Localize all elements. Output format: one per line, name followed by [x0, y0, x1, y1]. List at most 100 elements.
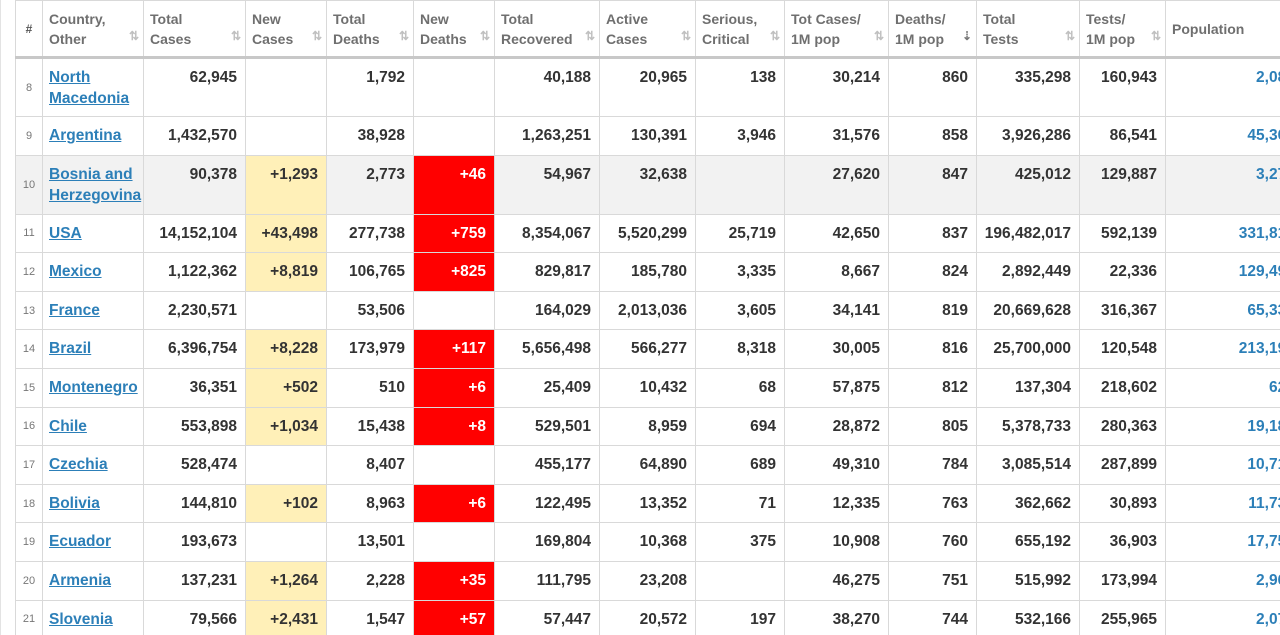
country-link[interactable]: Brazil [49, 340, 92, 358]
header-tests-per-1m-label: Tests/ 1M pop [1086, 10, 1135, 47]
header-total-deaths[interactable]: Total Deaths ⇅ [326, 0, 414, 59]
population-cell[interactable]: 2,965,576 [1165, 560, 1280, 601]
sort-icon[interactable]: ⇅ [398, 29, 409, 43]
tot-cases-per-1m-cell: 57,875 [784, 367, 889, 408]
total-tests-cell: 3,926,286 [976, 116, 1080, 156]
population-cell[interactable]: 331,817,450 [1165, 213, 1280, 254]
total-tests-cell: 515,992 [976, 560, 1080, 601]
table-header: # Country, Other ⇅ Total Cases ⇅ New Cases ⇅ To… [15, 0, 1280, 59]
total-cases-cell: 193,673 [143, 522, 246, 562]
header-total-tests[interactable]: Total Tests ⇅ [976, 0, 1080, 59]
header-tests-per-1m[interactable]: Tests/ 1M pop ⇅ [1079, 0, 1166, 59]
header-new-deaths-label: New Deaths [420, 10, 467, 47]
tot-cases-per-1m-cell: 8,667 [784, 252, 889, 292]
new-cases-cell: +43,498 [245, 213, 327, 254]
country-link[interactable]: Slovenia [49, 610, 113, 628]
tests-per-1m-cell: 173,994 [1079, 560, 1166, 601]
sort-icon[interactable]: ⇣ [961, 29, 972, 43]
total-cases-cell: 1,122,362 [143, 252, 246, 292]
deaths-per-1m-cell: 860 [888, 57, 977, 117]
deaths-per-1m-cell: 760 [888, 522, 977, 562]
country-link[interactable]: Mexico [49, 263, 102, 281]
population-cell[interactable]: 3,272,161 [1165, 154, 1280, 215]
serious-critical-cell [695, 154, 785, 215]
header-country[interactable]: Country, Other ⇅ [42, 0, 144, 59]
total-recovered-cell: 40,188 [494, 57, 600, 117]
tot-cases-per-1m-cell: 30,214 [784, 57, 889, 117]
country-link[interactable]: North Macedonia [49, 69, 130, 107]
tests-per-1m-cell: 287,899 [1079, 445, 1166, 485]
population-cell[interactable]: 19,184,910 [1165, 406, 1280, 447]
total-recovered-cell: 25,409 [494, 367, 600, 408]
deaths-per-1m-cell: 858 [888, 116, 977, 156]
population-cell[interactable]: 2,083,338 [1165, 57, 1280, 117]
sort-icon[interactable]: ⇅ [128, 29, 139, 43]
country-link[interactable]: Montenegro [49, 378, 138, 396]
header-tot-cases-per-1m[interactable]: Tot Cases/ 1M pop ⇅ [784, 0, 889, 59]
new-cases-cell: +1,293 [245, 154, 327, 215]
deaths-per-1m-cell: 847 [888, 154, 977, 215]
population-cell[interactable]: 10,717,351 [1165, 445, 1280, 485]
header-population[interactable]: Population⇅ [1165, 0, 1280, 59]
sort-icon[interactable]: ⇅ [1150, 29, 1161, 43]
sort-icon[interactable]: ⇅ [479, 29, 490, 43]
active-cases-cell: 13,352 [599, 483, 696, 524]
population-cell[interactable]: 628,100 [1165, 367, 1280, 408]
sort-icon[interactable]: ⇅ [769, 29, 780, 43]
population-cell[interactable]: 2,079,059 [1165, 599, 1280, 635]
country-link[interactable]: Argentina [49, 127, 122, 144]
country-link[interactable]: Czechia [49, 456, 108, 474]
header-new-deaths[interactable]: New Deaths ⇅ [413, 0, 495, 59]
active-cases-cell: 130,391 [599, 116, 696, 156]
header-index-label: # [25, 21, 33, 36]
sort-icon[interactable]: ⇅ [680, 29, 691, 43]
sort-icon[interactable]: ⇅ [873, 29, 884, 43]
table-row: 20 Armenia 137,231 +1,264 2,228 +35 111,795 23,… [15, 560, 1280, 601]
total-deaths-cell: 1,792 [326, 57, 414, 117]
population-cell[interactable]: 11,739,369 [1165, 483, 1280, 524]
tot-cases-per-1m-cell: 10,908 [784, 522, 889, 562]
header-total-recovered[interactable]: Total Recovered ⇅ [494, 0, 600, 59]
total-deaths-cell: 2,228 [326, 560, 414, 601]
country-stats-table: # Country, Other ⇅ Total Cases ⇅ New Cases ⇅ To… [15, 0, 1280, 635]
total-cases-cell: 90,378 [143, 154, 246, 215]
new-cases-cell: +2,431 [245, 599, 327, 635]
active-cases-cell: 23,208 [599, 560, 696, 601]
new-deaths-cell [413, 290, 495, 331]
tot-cases-per-1m-cell: 12,335 [784, 483, 889, 524]
deaths-per-1m-cell: 744 [888, 599, 977, 635]
sort-icon[interactable]: ⇅ [584, 29, 595, 43]
country-cell: Mexico [42, 252, 144, 292]
total-deaths-cell: 173,979 [326, 329, 414, 369]
new-cases-cell [245, 522, 327, 562]
total-recovered-cell: 529,501 [494, 406, 600, 447]
country-link[interactable]: Bolivia [49, 494, 100, 512]
country-link[interactable]: France [49, 301, 100, 319]
new-deaths-cell [413, 445, 495, 485]
population-cell[interactable]: 129,498,923 [1165, 252, 1280, 292]
country-link[interactable]: Ecuador [49, 533, 112, 551]
population-cell[interactable]: 45,369,331 [1165, 116, 1280, 156]
country-link[interactable]: Armenia [49, 571, 112, 589]
sort-icon[interactable]: ⇅ [311, 29, 322, 43]
country-link[interactable]: USA [49, 224, 82, 242]
tot-cases-per-1m-cell: 31,576 [784, 116, 889, 156]
header-active-cases[interactable]: Active Cases ⇅ [599, 0, 696, 59]
country-link[interactable]: Chile [49, 417, 87, 435]
sort-icon[interactable]: ⇅ [1064, 29, 1075, 43]
population-cell[interactable]: 65,334,344 [1165, 290, 1280, 331]
total-recovered-cell: 8,354,067 [494, 213, 600, 254]
active-cases-cell: 185,780 [599, 252, 696, 292]
deaths-per-1m-cell: 819 [888, 290, 977, 331]
population-cell[interactable]: 17,754,516 [1165, 522, 1280, 562]
new-cases-cell [245, 290, 327, 331]
header-deaths-per-1m[interactable]: Deaths/ 1M pop ⇣ [888, 0, 977, 59]
sort-icon[interactable]: ⇅ [230, 29, 241, 43]
header-new-cases[interactable]: New Cases ⇅ [245, 0, 327, 59]
population-cell[interactable]: 213,192,966 [1165, 329, 1280, 369]
deaths-per-1m-cell: 812 [888, 367, 977, 408]
country-link[interactable]: Bosnia and Herzegovina [49, 165, 142, 204]
header-serious-critical[interactable]: Serious, Critical ⇅ [695, 0, 785, 59]
header-total-cases[interactable]: Total Cases ⇅ [143, 0, 246, 59]
